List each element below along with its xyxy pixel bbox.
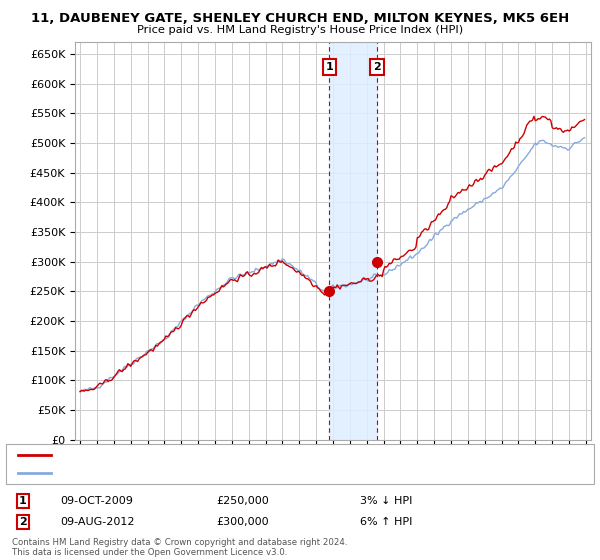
Text: 3% ↓ HPI: 3% ↓ HPI (360, 496, 412, 506)
Text: 09-AUG-2012: 09-AUG-2012 (60, 517, 134, 527)
Text: 11, DAUBENEY GATE, SHENLEY CHURCH END, MILTON KEYNES, MK5 6EH (detached hous: 11, DAUBENEY GATE, SHENLEY CHURCH END, M… (57, 450, 491, 460)
Text: Contains HM Land Registry data © Crown copyright and database right 2024.
This d: Contains HM Land Registry data © Crown c… (12, 538, 347, 557)
Text: 11, DAUBENEY GATE, SHENLEY CHURCH END, MILTON KEYNES, MK5 6EH: 11, DAUBENEY GATE, SHENLEY CHURCH END, M… (31, 12, 569, 25)
Text: 09-OCT-2009: 09-OCT-2009 (60, 496, 133, 506)
Bar (329, 42, 377, 440)
Text: 2: 2 (373, 62, 381, 72)
Text: £300,000: £300,000 (216, 517, 269, 527)
Text: £250,000: £250,000 (216, 496, 269, 506)
Text: 1: 1 (325, 62, 333, 72)
Text: 6% ↑ HPI: 6% ↑ HPI (360, 517, 412, 527)
Text: Price paid vs. HM Land Registry's House Price Index (HPI): Price paid vs. HM Land Registry's House … (137, 25, 463, 35)
Text: HPI: Average price, detached house, Milton Keynes: HPI: Average price, detached house, Milt… (57, 468, 306, 478)
Text: 1: 1 (19, 496, 26, 506)
Text: 2: 2 (19, 517, 26, 527)
